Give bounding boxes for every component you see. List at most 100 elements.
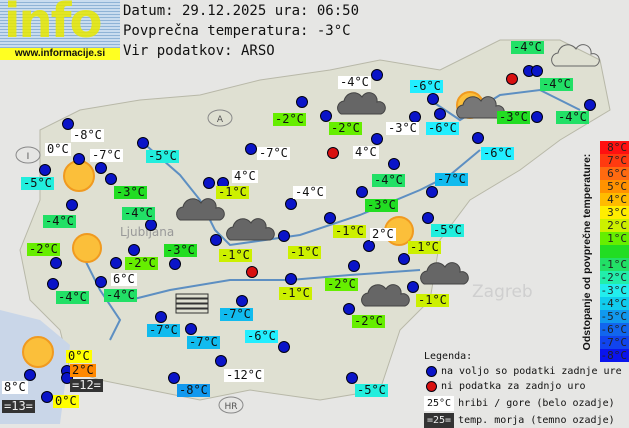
station-dot[interactable]	[296, 96, 308, 108]
logo-url[interactable]: www.informacije.si	[0, 48, 120, 60]
station-dot[interactable]	[155, 311, 167, 323]
station-dot[interactable]	[427, 93, 439, 105]
station-temperature: -2°C	[325, 277, 358, 291]
station-dot[interactable]	[73, 153, 85, 165]
station-temperature: -3°C	[497, 110, 530, 124]
station-dot[interactable]	[346, 372, 358, 384]
station-dot[interactable]	[388, 158, 400, 170]
station-dot[interactable]	[285, 273, 297, 285]
scale-step: -7°C	[600, 336, 629, 349]
station-temperature: -5°C	[146, 149, 179, 163]
station-dot[interactable]	[62, 118, 74, 130]
station-dot[interactable]	[41, 391, 53, 403]
station-dot[interactable]	[137, 137, 149, 149]
station-dot[interactable]	[39, 164, 51, 176]
station-temperature: -6°C	[410, 79, 443, 93]
scale-step: 3°C	[600, 206, 629, 219]
station-temperature: -4°C	[556, 110, 589, 124]
station-dot[interactable]	[110, 257, 122, 269]
cloud-outline-icon	[551, 44, 600, 67]
station-dot[interactable]	[422, 212, 434, 224]
station-dot[interactable]	[236, 295, 248, 307]
station-temperature: -4°C	[511, 40, 544, 54]
station-temperature: -7°C	[220, 307, 253, 321]
station-dot[interactable]	[278, 341, 290, 353]
station-dot[interactable]	[371, 69, 383, 81]
cloud-icon	[456, 96, 505, 119]
station-dot[interactable]	[185, 323, 197, 335]
station-temperature: -3°C	[114, 185, 147, 199]
station-dot[interactable]	[531, 111, 543, 123]
sun-icon	[63, 160, 95, 192]
station-temperature: -4°C	[338, 75, 371, 89]
station-temperature: -6°C	[245, 329, 278, 343]
station-dot[interactable]	[66, 199, 78, 211]
station-missing-dot[interactable]	[506, 73, 518, 85]
station-dot[interactable]	[278, 230, 290, 242]
station-dot[interactable]	[24, 369, 36, 381]
station-missing-dot[interactable]	[327, 147, 339, 159]
station-dot[interactable]	[434, 108, 446, 120]
station-temperature: -2°C	[273, 112, 306, 126]
station-temperature: -7°C	[257, 146, 290, 160]
station-temperature: -3°C	[365, 198, 398, 212]
station-dot[interactable]	[324, 212, 336, 224]
station-dot[interactable]	[145, 219, 157, 231]
station-dot[interactable]	[169, 258, 181, 270]
station-missing-dot[interactable]	[246, 266, 258, 278]
fog-icon	[175, 298, 209, 304]
station-dot[interactable]	[584, 99, 596, 111]
station-dot[interactable]	[128, 244, 140, 256]
station-dot[interactable]	[472, 132, 484, 144]
station-dot[interactable]	[426, 186, 438, 198]
station-temperature: -5°C	[21, 176, 54, 190]
italy-label: I	[27, 152, 30, 162]
station-dot[interactable]	[203, 177, 215, 189]
station-temperature: -1°C	[333, 224, 366, 238]
station-dot[interactable]	[215, 355, 227, 367]
station-dot[interactable]	[371, 133, 383, 145]
station-dot[interactable]	[531, 65, 543, 77]
station-temperature: -5°C	[431, 223, 464, 237]
logo[interactable]: info www.informacije.si	[0, 0, 120, 60]
scale-step: -1°C	[600, 258, 629, 271]
ljubljana-label: Ljubljana	[120, 225, 174, 239]
station-dot[interactable]	[285, 198, 297, 210]
cloud-icon	[176, 198, 225, 221]
scale-step: 1°C	[600, 232, 629, 245]
austria-label: A	[217, 115, 224, 125]
station-dot[interactable]	[168, 372, 180, 384]
station-dot[interactable]	[210, 234, 222, 246]
croatia-marker	[218, 396, 244, 414]
station-dot[interactable]	[95, 162, 107, 174]
sea-temperature: =12=	[70, 378, 103, 392]
station-dot[interactable]	[398, 253, 410, 265]
sea-temperature: =13=	[2, 399, 35, 413]
station-temperature: 6°C	[111, 272, 137, 286]
station-dot[interactable]	[47, 278, 59, 290]
station-temperature: -1°C	[219, 248, 252, 262]
scale-step	[600, 245, 629, 258]
station-temperature: -2°C	[352, 314, 385, 328]
station-dot[interactable]	[343, 303, 355, 315]
mountain-sample: 25°C	[424, 396, 455, 411]
station-dot[interactable]	[50, 257, 62, 269]
scale-step: -8°C	[600, 349, 629, 362]
station-dot[interactable]	[105, 173, 117, 185]
station-dot[interactable]	[245, 143, 257, 155]
station-dot[interactable]	[320, 110, 332, 122]
station-dot[interactable]	[348, 260, 360, 272]
station-temperature: -7°C	[147, 323, 180, 337]
station-dot[interactable]	[356, 186, 368, 198]
slovenia-outline	[19, 39, 611, 401]
station-temperature: -8°C	[177, 383, 210, 397]
station-dot[interactable]	[95, 276, 107, 288]
station-dot[interactable]	[407, 281, 419, 293]
station-temperature: -3°C	[164, 243, 197, 257]
legend-missing: ni podatka za zadnjo uro	[441, 381, 586, 392]
cloud-icon	[361, 284, 410, 307]
station-dot[interactable]	[363, 240, 375, 252]
station-temperature: 4°C	[353, 145, 379, 159]
scale-step: 6°C	[600, 167, 629, 180]
